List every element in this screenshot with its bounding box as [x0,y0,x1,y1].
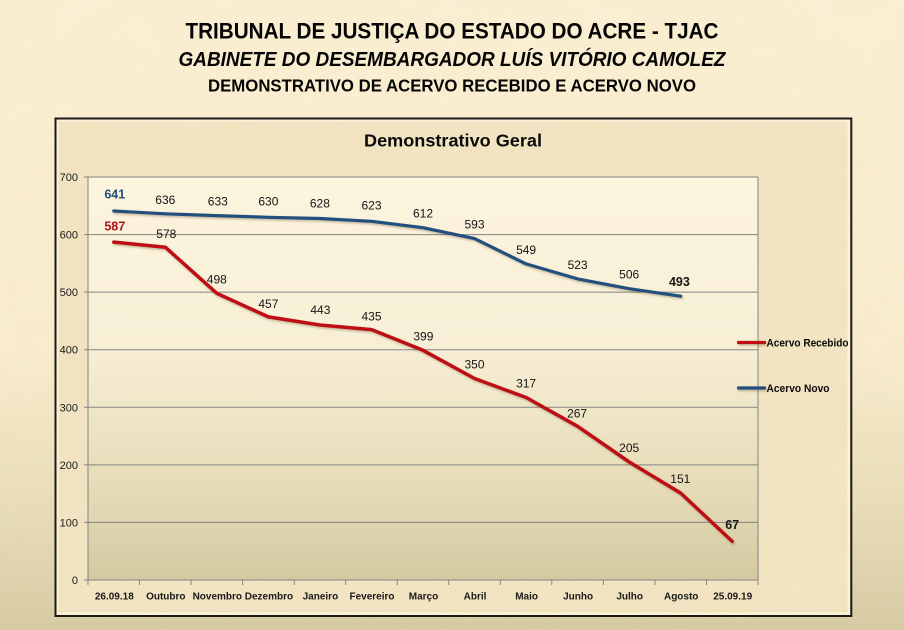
svg-text:623: 623 [361,198,381,212]
svg-text:Janeiro: Janeiro [303,592,339,603]
svg-text:549: 549 [516,243,536,257]
svg-text:506: 506 [619,268,639,282]
svg-text:Acervo Recebido: Acervo Recebido [767,338,849,350]
svg-text:628: 628 [310,197,330,211]
svg-text:399: 399 [413,329,433,343]
svg-text:498: 498 [207,272,227,286]
svg-text:Julho: Julho [616,592,643,603]
svg-text:0: 0 [72,575,78,587]
svg-text:267: 267 [567,407,587,421]
svg-text:457: 457 [258,297,278,311]
svg-text:523: 523 [568,258,588,272]
svg-text:317: 317 [516,377,536,391]
svg-text:Agosto: Agosto [664,592,698,603]
svg-text:25.09.19: 25.09.19 [713,592,752,603]
svg-text:67: 67 [725,518,739,532]
svg-text:435: 435 [361,310,381,324]
svg-text:DEMONSTRATIVO DE ACERVO RECEBI: DEMONSTRATIVO DE ACERVO RECEBIDO E ACERV… [208,76,696,96]
svg-text:Demonstrativo Geral: Demonstrativo Geral [364,131,542,151]
svg-text:350: 350 [464,358,484,372]
svg-text:Junho: Junho [563,592,593,603]
svg-text:Abril: Abril [464,592,487,603]
svg-text:587: 587 [104,220,125,234]
svg-text:443: 443 [310,303,330,317]
svg-text:700: 700 [60,172,78,184]
svg-text:Outubro: Outubro [146,592,185,603]
svg-text:100: 100 [60,517,78,529]
svg-text:493: 493 [669,275,690,289]
svg-text:400: 400 [60,345,78,357]
svg-text:200: 200 [60,460,78,472]
svg-text:205: 205 [619,441,639,455]
svg-text:300: 300 [60,402,78,414]
svg-text:GABINETE DO DESEMBARGADOR LUÍS: GABINETE DO DESEMBARGADOR LUÍS VITÓRIO C… [179,47,727,71]
svg-text:Março: Março [409,592,438,603]
svg-text:578: 578 [156,227,176,241]
svg-text:636: 636 [155,193,175,207]
svg-text:630: 630 [258,195,278,209]
svg-text:151: 151 [670,472,690,486]
svg-text:593: 593 [464,218,484,232]
svg-text:500: 500 [60,287,78,299]
svg-text:612: 612 [413,207,433,221]
svg-text:Dezembro: Dezembro [245,592,293,603]
svg-text:Maio: Maio [515,592,538,603]
svg-text:26.09.18: 26.09.18 [95,592,134,603]
svg-text:600: 600 [60,230,78,242]
svg-text:Acervo Novo: Acervo Novo [767,383,830,395]
svg-text:TRIBUNAL DE JUSTIÇA DO ESTADO: TRIBUNAL DE JUSTIÇA DO ESTADO DO ACRE - … [186,18,719,43]
svg-text:641: 641 [104,188,125,202]
svg-text:633: 633 [208,195,228,209]
svg-text:Fevereiro: Fevereiro [349,592,394,603]
svg-text:Novembro: Novembro [193,592,242,603]
